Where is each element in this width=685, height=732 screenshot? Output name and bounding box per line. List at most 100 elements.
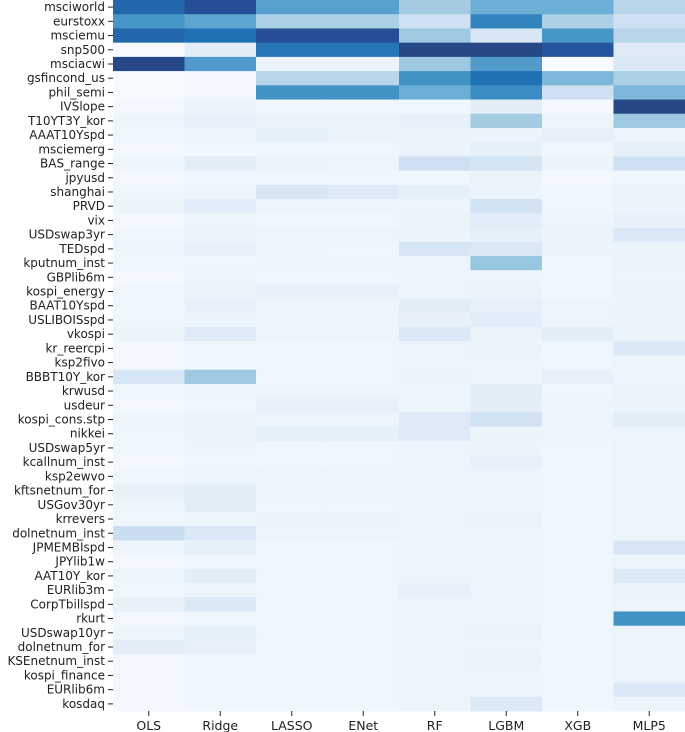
heatmap-cell bbox=[113, 0, 185, 15]
row-label: JPMEMBIspd bbox=[32, 540, 105, 554]
heatmap-cell bbox=[327, 312, 400, 328]
heatmap-cell bbox=[184, 127, 257, 143]
row-label: msciacwi bbox=[50, 57, 105, 71]
heatmap-cell bbox=[184, 526, 257, 541]
heatmap-cell bbox=[613, 255, 685, 271]
heatmap-cell bbox=[399, 14, 471, 29]
heatmap-cell bbox=[542, 270, 614, 285]
row-label: BAS_range bbox=[40, 157, 105, 171]
heatmap-cell bbox=[399, 440, 471, 456]
heatmap-cell bbox=[470, 455, 543, 470]
heatmap-cell bbox=[470, 56, 543, 72]
heatmap-cell bbox=[256, 199, 328, 214]
heatmap-cell bbox=[256, 14, 328, 29]
heatmap-cell bbox=[184, 341, 257, 356]
heatmap-cell bbox=[113, 14, 185, 29]
row-label: AAT10Y_kor bbox=[34, 569, 105, 583]
row-label: TEDspd bbox=[58, 242, 105, 256]
heatmap-cell bbox=[113, 696, 185, 712]
heatmap-cell bbox=[542, 625, 614, 641]
row-label: KSEnetnum_inst bbox=[7, 654, 105, 668]
heatmap-cell bbox=[613, 696, 685, 712]
heatmap-cell bbox=[399, 341, 471, 356]
heatmap-cell bbox=[256, 142, 328, 157]
heatmap-cell bbox=[613, 639, 685, 655]
heatmap-cell bbox=[256, 639, 328, 655]
heatmap-cell bbox=[399, 426, 471, 442]
heatmap-cell bbox=[184, 327, 257, 342]
heatmap-cell bbox=[399, 554, 471, 570]
heatmap-cell bbox=[184, 213, 257, 229]
heatmap-cell bbox=[184, 554, 257, 570]
row-label: USDswap3yr bbox=[29, 228, 105, 242]
heatmap-cell bbox=[113, 184, 185, 200]
heatmap-cell bbox=[470, 469, 543, 484]
heatmap-cell bbox=[542, 483, 614, 499]
heatmap-cell bbox=[542, 526, 614, 541]
heatmap-cell bbox=[613, 355, 685, 371]
heatmap-cell bbox=[327, 639, 400, 655]
heatmap-cell bbox=[542, 42, 614, 58]
row-label: kospi_finance bbox=[24, 668, 105, 682]
heatmap-cell bbox=[613, 199, 685, 214]
heatmap-cell bbox=[470, 426, 543, 442]
heatmap-cell bbox=[256, 597, 328, 612]
heatmap-cell bbox=[113, 583, 185, 598]
heatmap-cell bbox=[113, 497, 185, 513]
heatmap-cell bbox=[113, 327, 185, 342]
heatmap-cell bbox=[113, 227, 185, 243]
heatmap-cell bbox=[113, 426, 185, 442]
heatmap-cell bbox=[542, 241, 614, 257]
heatmap-cell bbox=[113, 455, 185, 470]
row-label: kftsnetnum_for bbox=[14, 484, 105, 498]
row-label: ksp2fivo bbox=[55, 356, 105, 370]
heatmap-cell bbox=[327, 227, 400, 243]
heatmap-cell bbox=[184, 184, 257, 200]
heatmap-cell bbox=[256, 227, 328, 243]
heatmap-cell bbox=[327, 71, 400, 86]
heatmap-cell bbox=[542, 284, 614, 300]
heatmap-cell bbox=[184, 255, 257, 271]
heatmap-cell bbox=[256, 583, 328, 598]
row-label: msciemu bbox=[50, 29, 105, 43]
heatmap-cell bbox=[542, 540, 614, 556]
heatmap-cell bbox=[613, 654, 685, 669]
heatmap-cell bbox=[399, 583, 471, 598]
heatmap-cell bbox=[470, 383, 543, 399]
heatmap-cell bbox=[613, 583, 685, 598]
heatmap-cell bbox=[256, 469, 328, 484]
heatmap-cell bbox=[399, 696, 471, 712]
row-labels: msciworldeurstoxxmsciemusnp500msciacwigs… bbox=[7, 0, 113, 711]
heatmap-cell bbox=[184, 369, 257, 385]
heatmap-cell bbox=[256, 312, 328, 328]
heatmap-cell bbox=[470, 99, 543, 115]
heatmap-cell bbox=[327, 298, 400, 314]
heatmap-cell bbox=[613, 85, 685, 101]
heatmap-cell bbox=[113, 625, 185, 641]
heatmap-cell bbox=[613, 426, 685, 442]
heatmap-cell bbox=[327, 14, 400, 29]
heatmap-cell bbox=[470, 312, 543, 328]
heatmap-cell bbox=[613, 14, 685, 29]
heatmap-cell bbox=[542, 312, 614, 328]
row-label: krrevers bbox=[56, 512, 105, 526]
heatmap-cell bbox=[184, 412, 257, 428]
heatmap-cell bbox=[399, 298, 471, 314]
heatmap-cell bbox=[184, 696, 257, 712]
heatmap-cell bbox=[399, 455, 471, 470]
heatmap-cell bbox=[542, 583, 614, 598]
heatmap-cell bbox=[327, 583, 400, 598]
row-label: BAAT10Yspd bbox=[30, 299, 105, 313]
heatmap-cell bbox=[184, 99, 257, 115]
heatmap-cell bbox=[399, 241, 471, 257]
heatmap-cell bbox=[470, 597, 543, 612]
row-label: kospi_energy bbox=[26, 285, 105, 299]
heatmap-cell bbox=[184, 469, 257, 484]
heatmap-cell bbox=[470, 639, 543, 655]
heatmap-cell bbox=[256, 127, 328, 143]
heatmap-cell bbox=[399, 42, 471, 58]
heatmap-cell bbox=[399, 99, 471, 115]
heatmap-cell bbox=[470, 568, 543, 584]
heatmap-cell bbox=[184, 85, 257, 101]
